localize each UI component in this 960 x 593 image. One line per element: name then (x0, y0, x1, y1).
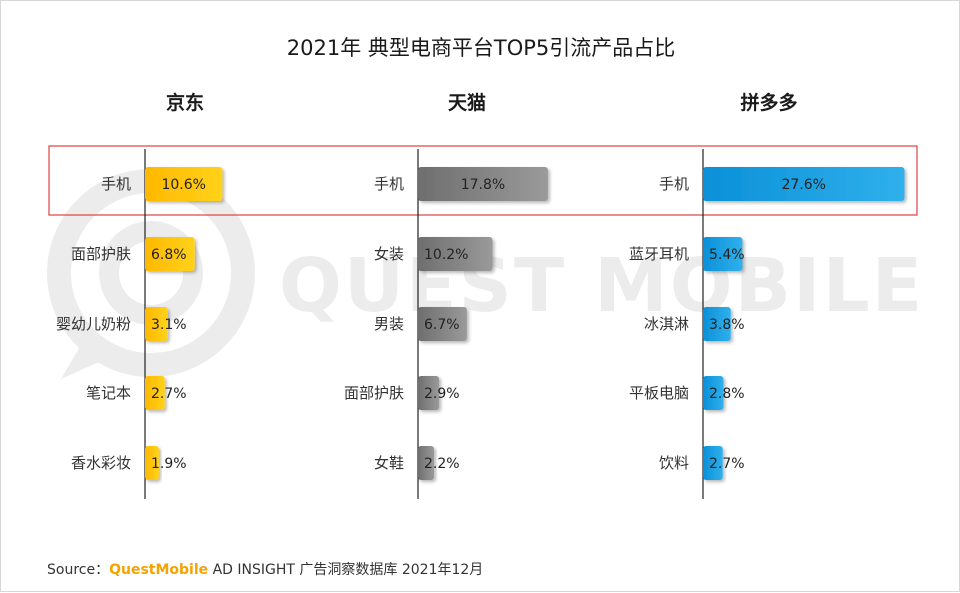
bar (703, 446, 723, 480)
chart-title: 2021年 典型电商平台TOP5引流产品占比 (287, 36, 676, 60)
value-label: 3.8% (709, 317, 745, 333)
bar (703, 237, 743, 271)
category-label: 男装 (374, 315, 404, 333)
category-label: 香水彩妆 (71, 454, 131, 472)
category-label: 手机 (659, 175, 689, 193)
category-label: 饮料 (659, 454, 689, 472)
watermark-logo-icon (47, 169, 255, 379)
bar (418, 237, 493, 271)
panel-title-pdd: 拼多多 (740, 91, 797, 114)
source-line: Source：QuestMobile AD INSIGHT 广告洞察数据库 20… (47, 561, 483, 578)
value-label: 27.6% (781, 177, 825, 193)
bar-row: 男装 6.7% (374, 307, 467, 341)
bar-row: 手机 17.8% (374, 167, 548, 201)
source-rest: AD INSIGHT 广告洞察数据库 2021年12月 (208, 561, 483, 578)
bar-row: 冰淇淋 3.8% (644, 307, 745, 341)
bar-row: 女装 10.2% (374, 237, 493, 271)
watermark: QUEST MOBILE (47, 169, 924, 379)
category-label: 笔记本 (86, 384, 131, 402)
value-label: 2.8% (709, 386, 745, 402)
bar-row: 笔记本 2.7% (86, 376, 187, 410)
category-label: 面部护肤 (344, 384, 404, 402)
highlight-box (48, 145, 918, 216)
bar-row: 面部护肤 6.8% (71, 237, 195, 271)
source-prefix: Source： (47, 562, 109, 578)
bar (145, 446, 159, 480)
bar (145, 237, 195, 271)
value-label: 17.8% (461, 177, 505, 193)
value-label: 10.6% (161, 177, 205, 193)
bar-row: 手机 27.6% (659, 167, 905, 201)
value-label: 1.9% (151, 456, 187, 472)
bar (703, 376, 724, 410)
bar (145, 307, 168, 341)
bar (418, 376, 440, 410)
bar-row: 蓝牙耳机 5.4% (629, 237, 745, 271)
value-label: 10.2% (424, 247, 468, 263)
value-label: 6.7% (424, 317, 460, 333)
category-label: 女装 (374, 245, 404, 263)
bar-row: 香水彩妆 1.9% (71, 446, 187, 480)
value-label: 2.9% (424, 386, 460, 402)
watermark-text: QUEST MOBILE (279, 243, 924, 329)
bar (418, 307, 467, 341)
bar (418, 446, 435, 480)
category-label: 婴幼儿奶粉 (56, 315, 131, 333)
bar-row: 面部护肤 2.9% (344, 376, 460, 410)
source-brand: QuestMobile (109, 562, 208, 578)
value-label: 2.7% (151, 386, 187, 402)
category-label: 面部护肤 (71, 245, 131, 263)
bar (703, 167, 905, 201)
category-label: 手机 (374, 175, 404, 193)
bar-row: 女鞋 2.2% (374, 446, 460, 480)
value-label: 2.2% (424, 456, 460, 472)
category-label: 冰淇淋 (644, 315, 689, 333)
category-label: 女鞋 (374, 454, 404, 472)
bar (418, 167, 548, 201)
category-label: 平板电脑 (629, 384, 689, 402)
bar-row: 手机 10.6% (101, 167, 223, 201)
value-label: 2.7% (709, 456, 745, 472)
bar (703, 307, 731, 341)
value-label: 3.1% (151, 317, 187, 333)
panel-title-jd: 京东 (166, 91, 204, 114)
panel-title-tmall: 天猫 (448, 91, 486, 114)
bar-row: 婴幼儿奶粉 3.1% (56, 307, 187, 341)
value-label: 6.8% (151, 247, 187, 263)
category-label: 蓝牙耳机 (629, 245, 689, 263)
bar-row: 饮料 2.7% (659, 446, 745, 480)
category-label: 手机 (101, 175, 131, 193)
bar (145, 376, 165, 410)
bar (145, 167, 223, 201)
value-label: 5.4% (709, 247, 745, 263)
bar-row: 平板电脑 2.8% (629, 376, 745, 410)
